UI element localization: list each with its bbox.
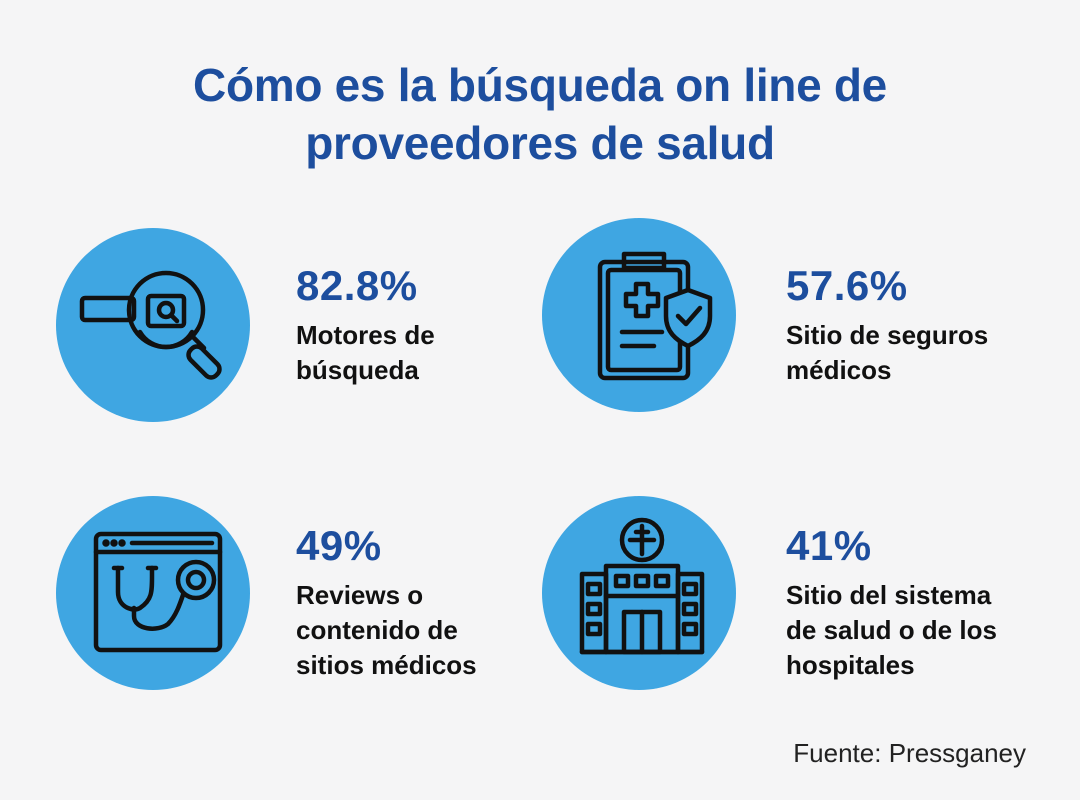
stat-label-line: Motores de xyxy=(296,320,435,350)
stat-value: 57.6% xyxy=(786,262,908,309)
stat-label: Sitio del sistema de salud o de los hosp… xyxy=(786,578,1046,683)
stat-label-line: contenido de xyxy=(296,615,458,645)
magnifier-search-icon xyxy=(56,228,250,422)
stat-label: Reviews o contenido de sitios médicos xyxy=(296,578,556,683)
stat-label-line: Sitio de seguros xyxy=(786,320,989,350)
stat-label-line: de salud o de los xyxy=(786,615,997,645)
clipboard-shield-icon xyxy=(542,218,736,412)
stat-label: Sitio de seguros médicos xyxy=(786,318,1046,388)
stat-label-line: hospitales xyxy=(786,650,915,680)
stat-label-line: médicos xyxy=(786,355,892,385)
hospital-building-icon xyxy=(542,496,736,690)
page-title: Cómo es la búsqueda on line de proveedor… xyxy=(0,56,1080,172)
stat-value: 82.8% xyxy=(296,262,418,309)
stat-value: 41% xyxy=(786,522,872,569)
browser-stethoscope-icon xyxy=(56,496,250,690)
stat-label-line: Reviews o xyxy=(296,580,424,610)
title-line-2: proveedores de salud xyxy=(305,117,775,169)
stat-value: 49% xyxy=(296,522,382,569)
stat-label: Motores de búsqueda xyxy=(296,318,556,388)
stat-label-line: sitios médicos xyxy=(296,650,477,680)
source-note: Fuente: Pressganey xyxy=(793,738,1026,768)
stat-label-line: Sitio del sistema xyxy=(786,580,992,610)
title-line-1: Cómo es la búsqueda on line de xyxy=(193,59,887,111)
stat-label-line: búsqueda xyxy=(296,355,419,385)
